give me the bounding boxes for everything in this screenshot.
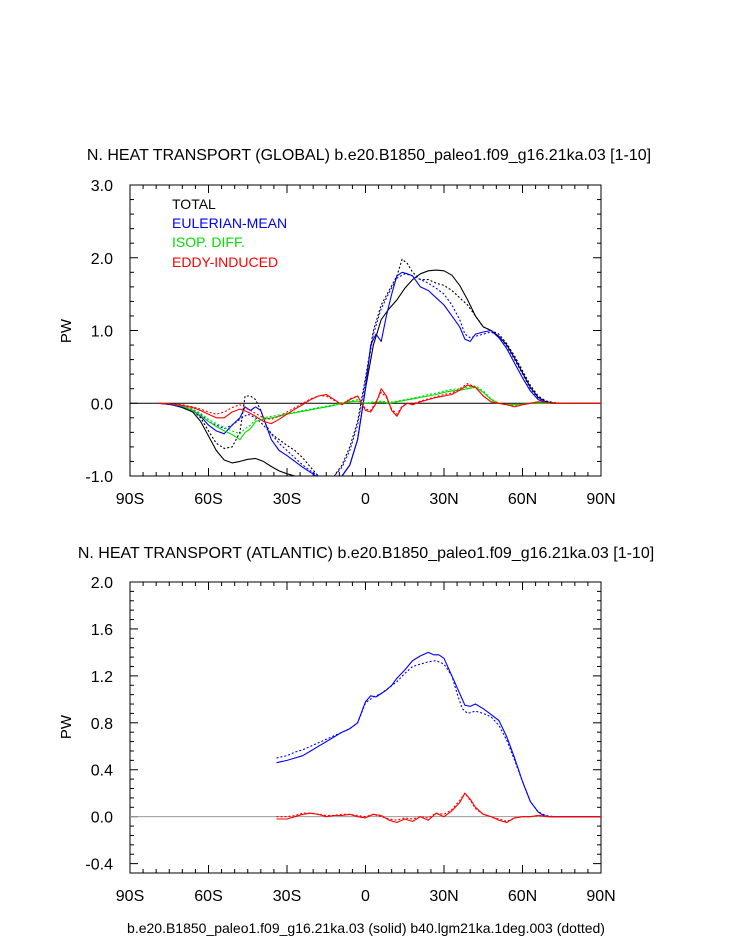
global-x-tick-label: 90N [586, 491, 615, 508]
atlantic-x-tick-label: 60N [508, 888, 537, 905]
atlantic-y-tick-label: 2.0 [91, 575, 113, 592]
legend-total: TOTAL [172, 196, 216, 212]
global-x-tick-label: 60N [508, 491, 537, 508]
legend-isop-diff: ISOP. DIFF. [172, 234, 245, 250]
atlantic-series-eulerian-mean [276, 651, 601, 818]
global-y-tick-label: -1.0 [85, 469, 113, 486]
global-y-tick-label: 0.0 [91, 396, 113, 413]
global-x-tick-label: 90S [116, 491, 144, 508]
atlantic-x-tick-label: 30S [273, 888, 301, 905]
global-x-tick-label: 60S [194, 491, 222, 508]
global-y-tick-label: 1.0 [91, 324, 113, 341]
atlantic-y-tick-label: 0.8 [91, 716, 113, 733]
global-y-tick-label: 3.0 [91, 178, 113, 195]
global-series-total [158, 269, 601, 476]
global-series-eddy-induced-dotted [158, 383, 601, 420]
atlantic-plot-frame [129, 581, 602, 874]
atlantic-y-tick-label: 0.4 [91, 763, 113, 780]
legend-eddy-induced: EDDY-INDUCED [172, 254, 278, 270]
legend-eulerian-mean: EULERIAN-MEAN [172, 215, 287, 231]
atlantic-x-tick-label: 0 [361, 888, 370, 905]
atlantic-x-tick-label: 90S [116, 888, 144, 905]
atlantic-x-tick-label: 60S [194, 888, 222, 905]
atlantic-series-eulerian-mean-dotted [276, 660, 601, 818]
atlantic-chart-title: N. HEAT TRANSPORT (ATLANTIC) b.e20.B1850… [78, 545, 654, 562]
atlantic-y-tick-label: -0.4 [85, 857, 113, 874]
global-chart-title: N. HEAT TRANSPORT (GLOBAL) b.e20.B1850_p… [87, 147, 651, 164]
atlantic-y-tick-label: 1.2 [91, 669, 113, 686]
atlantic-y-axis-label: PW [58, 714, 75, 739]
footer-caption: b.e20.B1850_paleo1.f09_g16.21ka.03 (soli… [127, 920, 605, 936]
global-series-isop-diff [158, 386, 601, 441]
atlantic-x-tick-label: 30N [429, 888, 458, 905]
global-x-tick-label: 0 [361, 491, 370, 508]
global-panel: N. HEAT TRANSPORT (GLOBAL) b.e20.B1850_p… [58, 147, 651, 508]
global-y-axis-label: PW [58, 318, 75, 343]
atlantic-series-eddy-induced [276, 792, 601, 824]
global-series-eulerian-mean [158, 271, 601, 476]
atlantic-panel: N. HEAT TRANSPORT (ATLANTIC) b.e20.B1850… [58, 545, 654, 905]
global-x-tick-label: 30N [429, 491, 458, 508]
global-y-tick-label: 2.0 [91, 251, 113, 268]
atlantic-x-tick-label: 90N [586, 888, 615, 905]
global-legend: TOTAL EULERIAN-MEAN ISOP. DIFF. EDDY-IND… [172, 196, 287, 270]
global-series-isop-diff-dotted [158, 385, 601, 435]
global-x-tick-label: 30S [273, 491, 301, 508]
atlantic-y-tick-label: 0.0 [91, 810, 113, 827]
atlantic-y-tick-label: 1.6 [91, 622, 113, 639]
global-series-total-dotted [158, 258, 601, 476]
global-series-eulerian-mean-dotted [158, 273, 601, 476]
